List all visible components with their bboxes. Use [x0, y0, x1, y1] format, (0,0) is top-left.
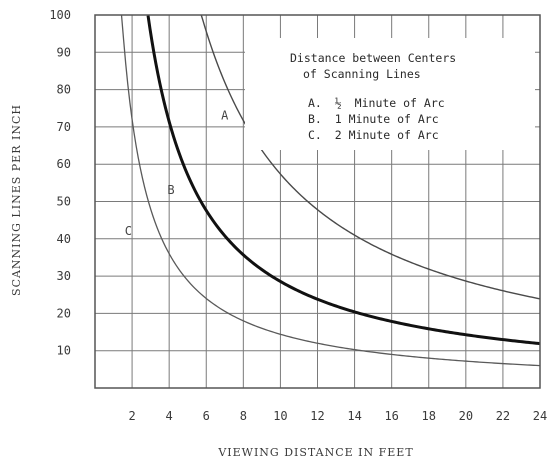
- legend-background: [245, 38, 535, 150]
- y-tick-label: 40: [57, 232, 71, 246]
- y-tick-label: 90: [57, 45, 71, 59]
- x-tick-label: 12: [310, 409, 324, 423]
- x-tick-label: 10: [273, 409, 287, 423]
- x-tick-label: 4: [166, 409, 173, 423]
- y-tick-label: 50: [57, 195, 71, 209]
- legend-title-line-1: Distance between Centers: [290, 51, 456, 65]
- x-tick-label: 6: [203, 409, 210, 423]
- y-tick-label: 80: [57, 83, 71, 97]
- curve-c: [120, 14, 541, 367]
- y-tick-label: 10: [57, 344, 71, 358]
- legend: Distance between Centers of Scanning Lin…: [290, 51, 456, 142]
- y-axis-label: SCANNING LINES PER INCH: [10, 104, 23, 296]
- legend-entry-b-text: 1 Minute of Arc: [335, 112, 439, 126]
- legend-entry-c-prefix: C.: [308, 128, 322, 142]
- grid: [95, 15, 540, 388]
- legend-entry-a-text: Minute of Arc: [355, 96, 445, 110]
- y-tick-labels: 10 20 30 40 50 60 70 80 90 100: [49, 8, 71, 358]
- x-axis-label: VIEWING DISTANCE IN FEET: [217, 446, 413, 459]
- curve-labels: A B C: [125, 108, 229, 238]
- x-tick-label: 24: [533, 409, 547, 423]
- legend-entry-c-text: 2 Minute of Arc: [335, 128, 439, 142]
- legend-entry-b-prefix: B.: [308, 112, 322, 126]
- x-tick-label: 14: [347, 409, 361, 423]
- curve-label-a: A: [221, 108, 229, 122]
- legend-entry-a-fraction: ½: [335, 96, 342, 110]
- x-tick-label: 8: [240, 409, 247, 423]
- x-tick-labels: 2 4 6 8 10 12 14 16 18 20 22 24: [128, 409, 547, 423]
- curve-label-b: B: [167, 183, 174, 197]
- y-tick-label: 30: [57, 269, 71, 283]
- legend-entry-a: A. ½ Minute of Arc: [308, 96, 445, 110]
- curve-label-c: C: [125, 224, 132, 238]
- x-tick-label: 16: [384, 409, 398, 423]
- x-tick-label: 20: [459, 409, 473, 423]
- legend-entry-b: B. 1 Minute of Arc: [308, 112, 439, 126]
- y-tick-label: 70: [57, 120, 71, 134]
- x-tick-label: 18: [422, 409, 436, 423]
- y-tick-label: 20: [57, 306, 71, 320]
- y-tick-label: 60: [57, 157, 71, 171]
- x-tick-label: 22: [496, 409, 510, 423]
- y-tick-label: 100: [49, 8, 71, 22]
- legend-entry-c: C. 2 Minute of Arc: [308, 128, 439, 142]
- plot-frame: [94, 14, 541, 389]
- x-tick-label: 2: [128, 409, 135, 423]
- curve-b: [146, 15, 541, 346]
- legend-entry-a-prefix: A.: [308, 96, 322, 110]
- legend-title-line-2: of Scanning Lines: [303, 67, 421, 81]
